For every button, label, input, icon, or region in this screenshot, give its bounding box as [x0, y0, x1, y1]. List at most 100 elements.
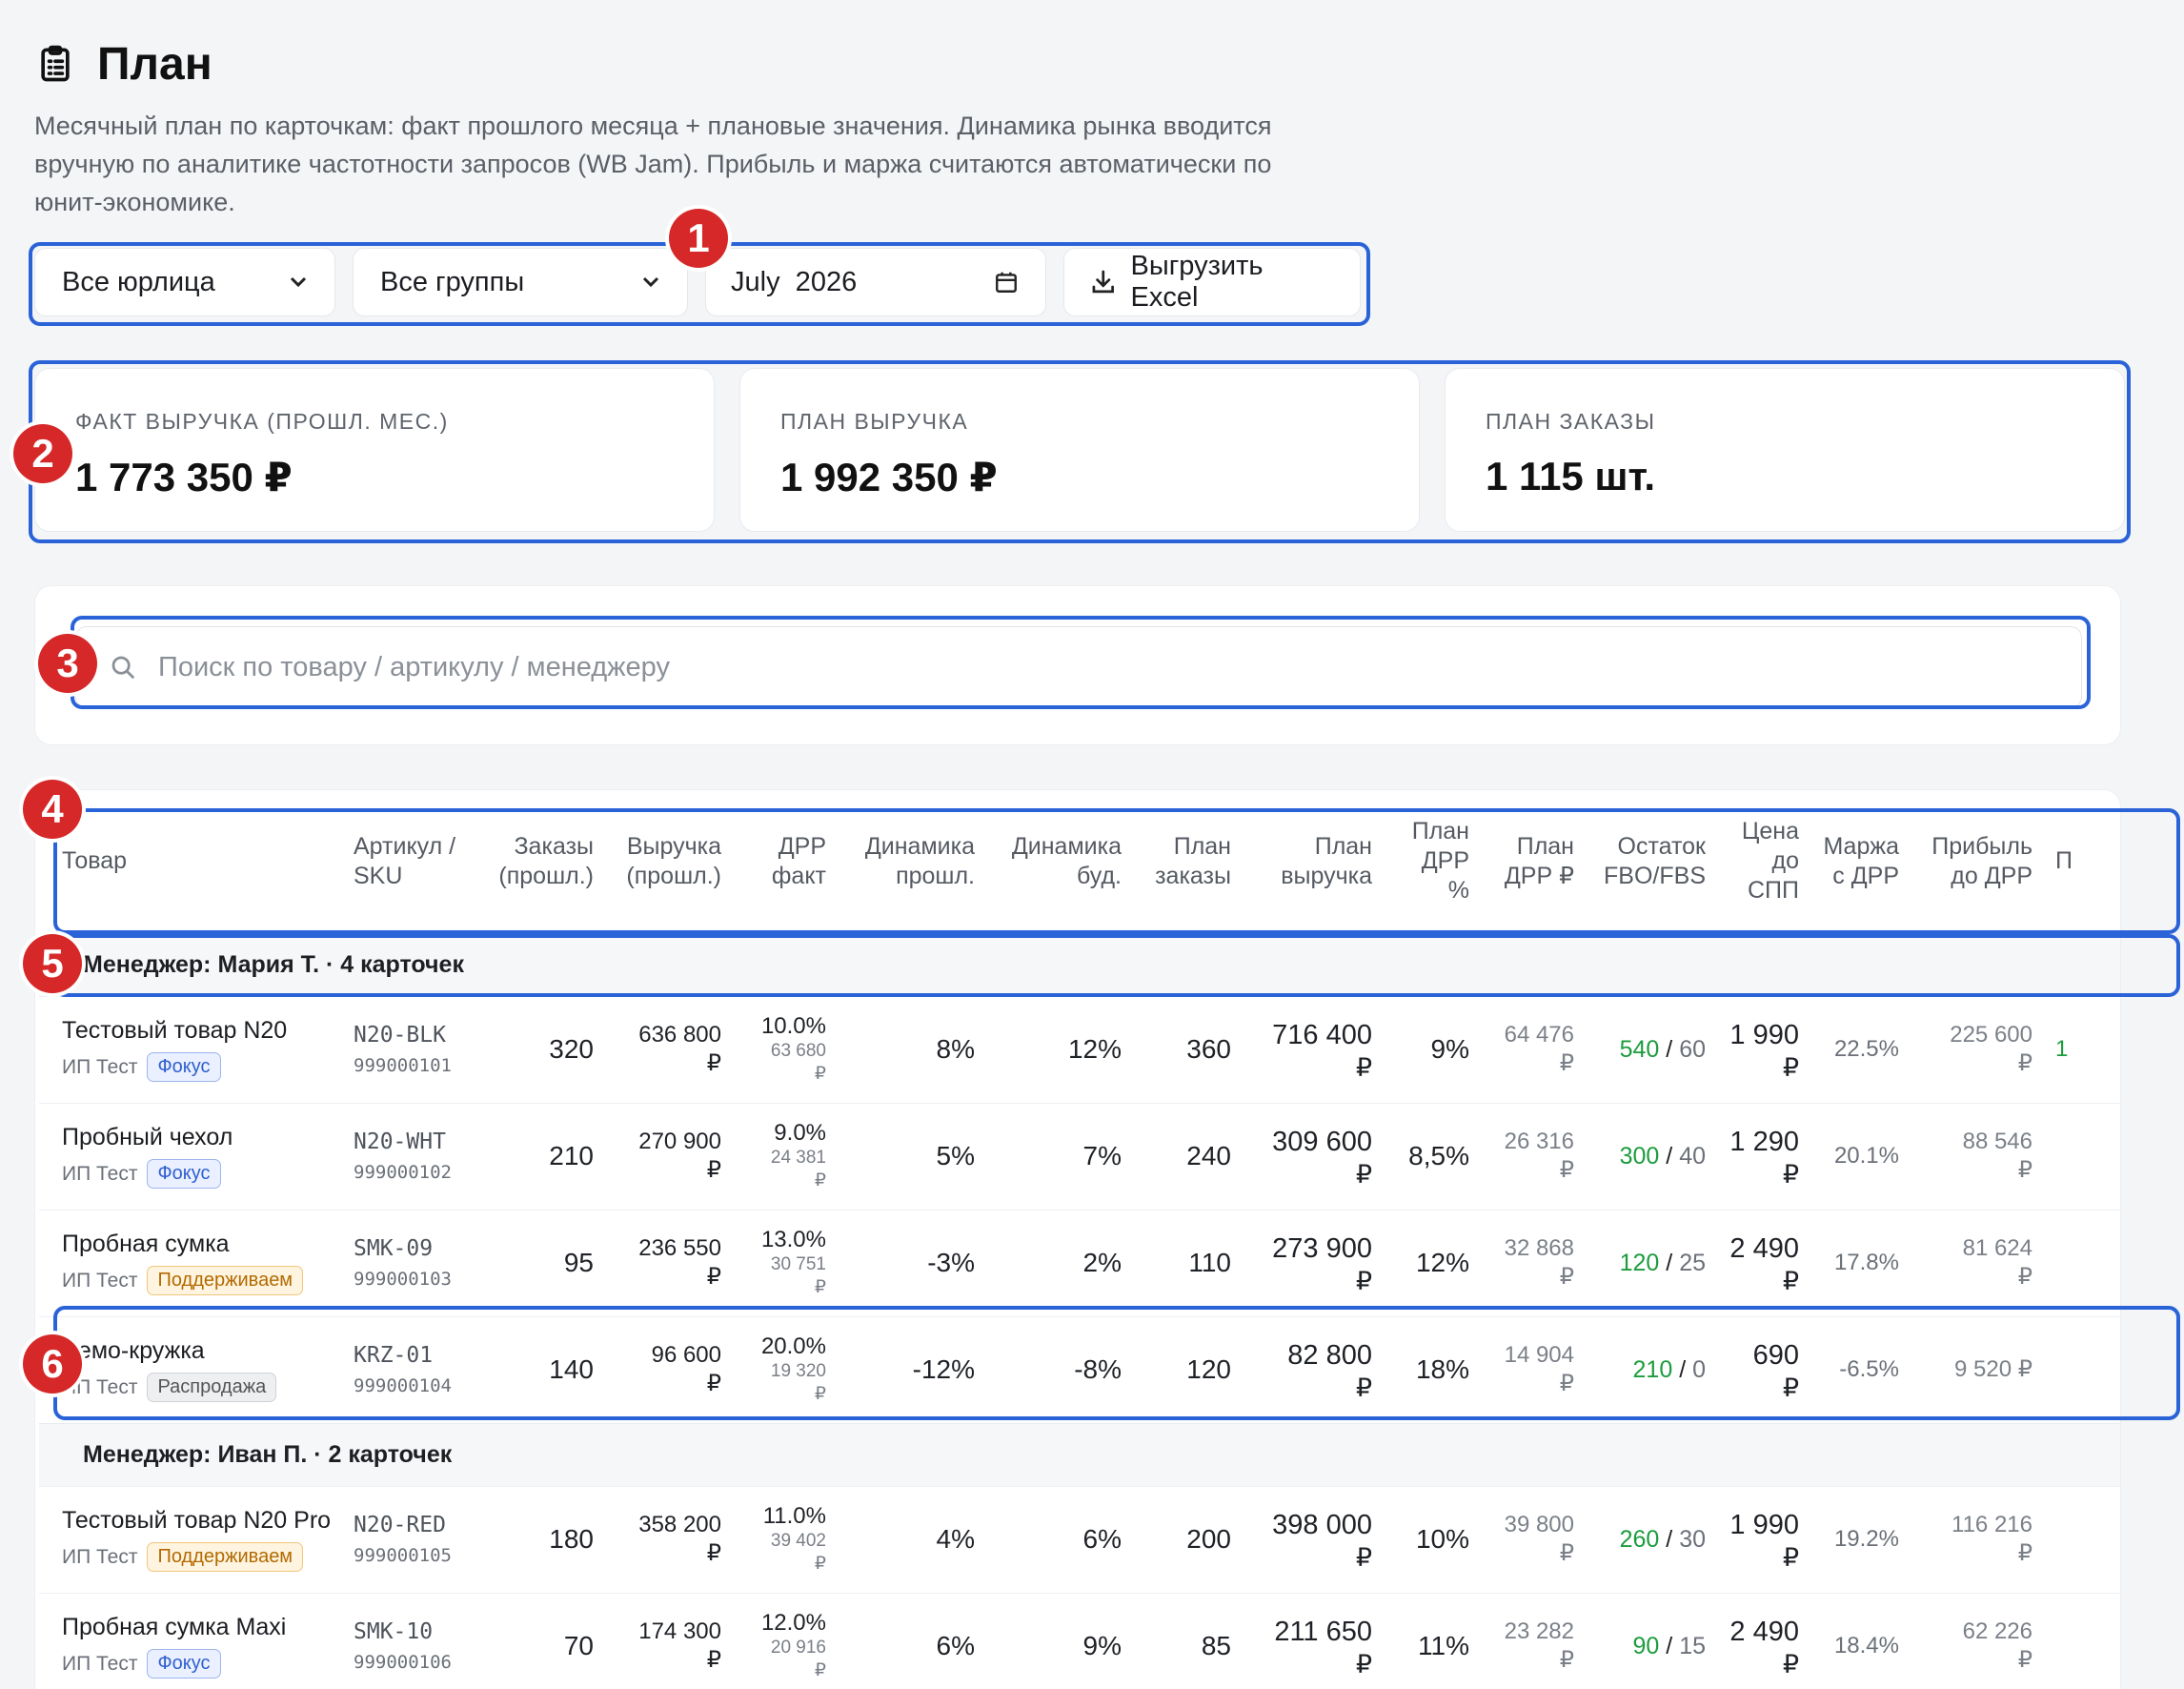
sku-cell: SMK-09 999000103 [342, 1209, 477, 1316]
table-row[interactable]: Пробная сумка Maxi ИП Тест Фокус SMK-10 … [39, 1592, 2120, 1689]
col-price[interactable]: Цена до СПП [1741, 818, 1799, 905]
dyn-next[interactable]: -8% [986, 1315, 1133, 1423]
col-plan-drr-pct[interactable]: План ДРР % [1411, 818, 1469, 905]
currency-sign: ₽ [706, 1540, 721, 1566]
orders-prev: 95 [477, 1209, 605, 1316]
stock-fbs: 15 [1679, 1632, 1706, 1659]
dyn-prev[interactable]: 8% [838, 995, 986, 1103]
plan-drr-pct[interactable]: 18% [1384, 1315, 1481, 1423]
month-picker[interactable]: July 2026 [705, 248, 1046, 316]
col-sku[interactable]: Артикул / SKU [354, 832, 456, 889]
profit: 116 216 [1951, 1512, 2032, 1537]
plan-orders[interactable]: 240 [1133, 1102, 1243, 1210]
revenue-prev: 636 800 [638, 1022, 721, 1048]
entity-name: ИП Тест [62, 1652, 138, 1675]
kpi-plan-orders: ПЛАН ЗАКАЗЫ 1 115 шт. [1445, 368, 2125, 532]
price: 1 990 [1729, 1510, 1799, 1540]
col-drr-fact[interactable]: ДРР факт [771, 832, 826, 889]
plan-orders[interactable]: 360 [1133, 995, 1243, 1103]
stock-cell: 120 / 25 [1586, 1209, 1717, 1316]
orders-prev: 320 [477, 995, 605, 1103]
plan-drr-pct[interactable]: 10% [1384, 1485, 1481, 1593]
col-stock[interactable]: Остаток FBO/FBS [1604, 832, 1706, 889]
entity-name: ИП Тест [62, 1375, 138, 1398]
col-margin[interactable]: Маржа с ДРР [1823, 832, 1899, 889]
product-name[interactable]: Тестовый товар N20 Pro [62, 1507, 332, 1534]
plan-orders[interactable]: 200 [1133, 1485, 1243, 1593]
col-plan-drr-rub[interactable]: План ДРР ₽ [1504, 832, 1574, 889]
product-name[interactable]: Демо-кружка [62, 1337, 205, 1364]
orders-prev: 210 [477, 1102, 605, 1210]
dyn-prev[interactable]: -12% [838, 1315, 986, 1423]
dyn-next[interactable]: 7% [986, 1102, 1133, 1210]
product-name[interactable]: Пробная сумка [62, 1231, 230, 1257]
sku-code: N20-WHT [354, 1129, 446, 1154]
table-header-row: Товар Артикул / SKU Заказы (прошл.) Выру… [39, 790, 2120, 933]
col-orders-prev[interactable]: Заказы (прошл.) [498, 832, 594, 889]
table-row[interactable]: Пробная сумка ИП Тест Поддерживаем SMK-0… [39, 1209, 2120, 1316]
export-excel-button[interactable]: Выгрузить Excel [1063, 248, 1361, 316]
revenue-prev-cell: 236 550 ₽ [605, 1209, 733, 1316]
col-plan-orders[interactable]: План заказы [1155, 832, 1231, 889]
profit-cell: 81 624 ₽ [1911, 1209, 2044, 1316]
dyn-prev[interactable]: 4% [838, 1485, 986, 1593]
price: 690 [1752, 1340, 1799, 1371]
profit-cell: 88 546 ₽ [1911, 1102, 2044, 1210]
dyn-prev[interactable]: 6% [838, 1592, 986, 1689]
plan-drr-pct[interactable]: 9% [1384, 995, 1481, 1103]
product-name[interactable]: Пробная сумка Maxi [62, 1614, 287, 1641]
dyn-next[interactable]: 12% [986, 995, 1133, 1103]
group-select[interactable]: Все группы [353, 248, 688, 316]
currency-sign: ₽ [1355, 1374, 1372, 1402]
currency-sign: ₽ [2017, 1647, 2032, 1674]
col-profit[interactable]: Прибыль до ДРР [1931, 832, 2032, 889]
sku-cell: N20-RED 999000105 [342, 1485, 477, 1593]
price-cell: 1 990 ₽ [1717, 1485, 1810, 1593]
col-extra[interactable]: П [2055, 847, 2073, 875]
plan-revenue-cell: 273 900 ₽ [1243, 1209, 1384, 1316]
entity-name: ИП Тест [62, 1162, 138, 1185]
orders-prev: 140 [477, 1315, 605, 1423]
plan-orders[interactable]: 120 [1133, 1315, 1243, 1423]
download-icon [1092, 270, 1114, 294]
extra-cell [2044, 1592, 2120, 1689]
currency-sign: ₽ [706, 1371, 721, 1396]
currency-sign: ₽ [814, 1384, 826, 1404]
col-plan-revenue[interactable]: План выручка [1281, 832, 1372, 889]
product-name[interactable]: Пробный чехол [62, 1124, 233, 1150]
plan-drr-pct[interactable]: 8,5% [1384, 1102, 1481, 1210]
dyn-prev[interactable]: -3% [838, 1209, 986, 1316]
currency-sign: ₽ [1559, 1540, 1574, 1566]
table-row[interactable]: Тестовый товар N20 ИП Тест Фокус N20-BLK… [39, 995, 2120, 1103]
group-row[interactable]: Менеджер: Мария Т. · 4 карточек [39, 932, 2120, 996]
col-revenue-prev[interactable]: Выручка (прошл.) [626, 832, 721, 889]
search-input[interactable]: Поиск по товару / артикулу / менеджеру [75, 626, 2082, 708]
dyn-next[interactable]: 9% [986, 1592, 1133, 1689]
col-dyn-next[interactable]: Динамика буд. [1011, 832, 1122, 889]
plan-orders[interactable]: 110 [1133, 1209, 1243, 1316]
plan-drr-rub-cell: 64 476 ₽ [1481, 995, 1586, 1103]
col-dyn-prev[interactable]: Динамика прошл. [864, 832, 975, 889]
entity-select[interactable]: Все юрлица [34, 248, 335, 316]
plan-drr-pct[interactable]: 12% [1384, 1209, 1481, 1316]
dyn-next[interactable]: 2% [986, 1209, 1133, 1316]
table-row[interactable]: Демо-кружка ИП Тест Распродажа KRZ-01 99… [39, 1315, 2120, 1423]
product-name[interactable]: Тестовый товар N20 [62, 1017, 288, 1044]
plan-drr-pct[interactable]: 11% [1384, 1592, 1481, 1689]
group-row[interactable]: Менеджер: Иван П. · 2 карточек [39, 1422, 2120, 1486]
dyn-prev[interactable]: 5% [838, 1102, 986, 1210]
sku-id: 999000101 [354, 1055, 452, 1076]
drr-pct: 12.0% [760, 1610, 826, 1637]
col-product[interactable]: Товар [62, 847, 128, 875]
page-description: Месячный план по карточкам: факт прошлог… [34, 112, 1272, 216]
filter-bar: Все юрлица Все группы July 2026 Выгрузит… [34, 248, 1361, 316]
entity-name: ИП Тест [62, 1055, 138, 1078]
table-row[interactable]: Пробный чехол ИП Тест Фокус N20-WHT 9990… [39, 1102, 2120, 1210]
plan-drr-rub: 64 476 [1504, 1022, 1574, 1048]
table-row[interactable]: Тестовый товар N20 Pro ИП Тест Поддержив… [39, 1485, 2120, 1593]
plan-table: Товар Артикул / SKU Заказы (прошл.) Выру… [39, 790, 2120, 1689]
calendar-icon[interactable] [994, 270, 1019, 295]
dyn-next[interactable]: 6% [986, 1485, 1133, 1593]
stock-fbo: 90 [1632, 1632, 1660, 1659]
plan-orders[interactable]: 85 [1133, 1592, 1243, 1689]
